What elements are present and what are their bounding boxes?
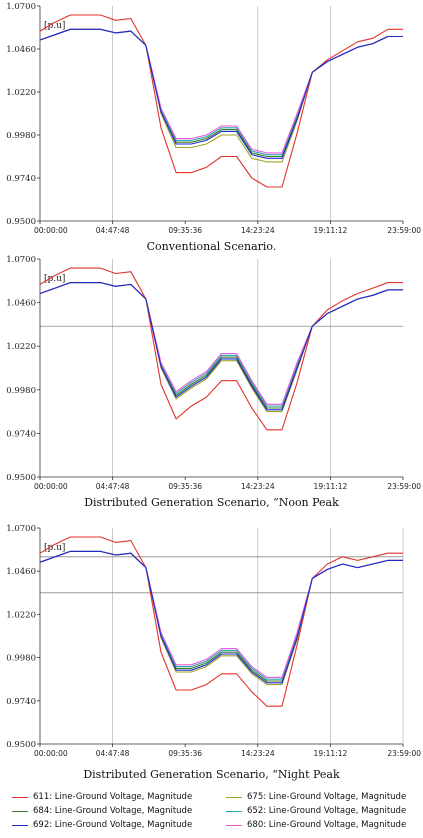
chart3-series-680 bbox=[39, 550, 403, 678]
chart1-xtick-label-0: 00:00:00 bbox=[34, 226, 68, 235]
chart3-series-692 bbox=[39, 550, 403, 684]
chart3-series-611 bbox=[39, 536, 403, 707]
chart1-ytick-label-4: 0.9740 bbox=[6, 174, 36, 184]
chart2-series-680 bbox=[39, 282, 403, 405]
chart1-xtick-label-2: 09:35:36 bbox=[168, 226, 202, 235]
caption-night-peak: Distributed Generation Scenario, “Night … bbox=[83, 768, 340, 781]
legend-item-611: 611: Line-Ground Voltage, Magnitude bbox=[12, 792, 192, 802]
legend-item-675: 675: Line-Ground Voltage, Magnitude bbox=[226, 792, 406, 802]
chart3-xtick-label-4: 19:11:12 bbox=[314, 749, 348, 758]
legend-swatch-611 bbox=[12, 796, 28, 798]
chart2-ytick-label-4: 0.9740 bbox=[6, 429, 36, 439]
chart1-ylabel: [p.u] bbox=[44, 21, 65, 31]
legend-swatch-680 bbox=[226, 824, 242, 826]
chart1-series-692 bbox=[39, 28, 403, 159]
chart2-ylabel: [p.u] bbox=[44, 274, 65, 284]
chart2-xtick-label-1: 04:47:48 bbox=[96, 482, 130, 491]
chart3-xtick-label-2: 09:35:36 bbox=[168, 749, 202, 758]
caption-noon-peak: Distributed Generation Scenario, “Noon P… bbox=[84, 496, 339, 509]
chart3-ytick-label-1: 1.0460 bbox=[6, 567, 36, 577]
chart1-series-684 bbox=[39, 28, 403, 158]
chart3-ytick-label-0: 1.0700 bbox=[6, 524, 36, 534]
chart2-xtick-label-0: 00:00:00 bbox=[34, 482, 68, 491]
chart2-ytick-label-0: 1.0700 bbox=[6, 255, 36, 265]
legend-item-680: 680: Line-Ground Voltage, Magnitude bbox=[226, 820, 406, 830]
chart3-ytick-label-3: 0.9980 bbox=[6, 654, 36, 664]
caption-conventional: Conventional Scenario. bbox=[146, 240, 277, 253]
chart2-xtick-label-3: 14:23:24 bbox=[241, 482, 275, 491]
chart1-series-611 bbox=[39, 14, 403, 188]
chart3-series-684 bbox=[39, 550, 403, 682]
chart1-xtick-label-5: 23:59:00 bbox=[387, 226, 421, 235]
chart2-ytick-label-2: 1.0220 bbox=[6, 342, 36, 352]
chart1-series-680 bbox=[39, 28, 403, 154]
chart1-ytick-label-3: 0.9980 bbox=[6, 131, 36, 141]
legend-label-675: 675: Line-Ground Voltage, Magnitude bbox=[247, 792, 407, 802]
chart2-ytick-label-5: 0.9500 bbox=[6, 473, 36, 483]
chart1-series-652 bbox=[39, 28, 403, 156]
chart3-xtick-label-0: 00:00:00 bbox=[34, 749, 68, 758]
chart1-ytick-label-2: 1.0220 bbox=[6, 88, 36, 98]
chart2-series-692 bbox=[39, 282, 403, 411]
chart2-ytick-label-3: 0.9980 bbox=[6, 386, 36, 396]
legend-label-684: 684: Line-Ground Voltage, Magnitude bbox=[33, 806, 193, 816]
legend-swatch-684 bbox=[12, 810, 28, 812]
chart3-series-652 bbox=[39, 550, 403, 680]
chart2-series-611 bbox=[39, 267, 403, 431]
chart1-xtick-label-1: 04:47:48 bbox=[96, 226, 130, 235]
chart3-xtick-label-1: 04:47:48 bbox=[96, 749, 130, 758]
legend-item-692: 692: Line-Ground Voltage, Magnitude bbox=[12, 820, 192, 830]
chart2-xtick-label-4: 19:11:12 bbox=[314, 482, 348, 491]
legend-swatch-652 bbox=[226, 810, 242, 812]
legend-swatch-675 bbox=[226, 796, 242, 798]
chart2-xtick-label-2: 09:35:36 bbox=[168, 482, 202, 491]
chart3-ytick-label-4: 0.9740 bbox=[6, 697, 36, 707]
chart1-ytick-label-5: 0.9500 bbox=[6, 217, 36, 227]
chart3-xtick-label-5: 23:59:00 bbox=[387, 749, 421, 758]
legend-label-692: 692: Line-Ground Voltage, Magnitude bbox=[33, 820, 193, 830]
chart2-series-684 bbox=[39, 282, 403, 409]
chart1-ytick-label-1: 1.0460 bbox=[6, 45, 36, 55]
legend-label-680: 680: Line-Ground Voltage, Magnitude bbox=[247, 820, 407, 830]
legend-item-684: 684: Line-Ground Voltage, Magnitude bbox=[12, 806, 192, 816]
legend-swatch-692 bbox=[12, 824, 28, 826]
legend-label-611: 611: Line-Ground Voltage, Magnitude bbox=[33, 792, 193, 802]
chart2-xtick-label-5: 23:59:00 bbox=[387, 482, 421, 491]
chart1-ytick-label-0: 1.0700 bbox=[6, 2, 36, 12]
legend-label-652: 652: Line-Ground Voltage, Magnitude bbox=[247, 806, 407, 816]
chart1-series-675 bbox=[39, 28, 403, 163]
chart3-xtick-label-3: 14:23:24 bbox=[241, 749, 275, 758]
chart1-xtick-label-4: 19:11:12 bbox=[314, 226, 348, 235]
chart3-ytick-label-2: 1.0220 bbox=[6, 610, 36, 620]
chart2-series-652 bbox=[39, 282, 403, 407]
chart2-ytick-label-1: 1.0460 bbox=[6, 299, 36, 309]
chart3-ylabel: [p.u] bbox=[44, 543, 65, 553]
chart1-xtick-label-3: 14:23:24 bbox=[241, 226, 275, 235]
chart3-ytick-label-5: 0.9500 bbox=[6, 740, 36, 750]
chart2-series-675 bbox=[39, 282, 403, 413]
legend-item-652: 652: Line-Ground Voltage, Magnitude bbox=[226, 806, 406, 816]
chart3-series-675 bbox=[39, 550, 403, 686]
